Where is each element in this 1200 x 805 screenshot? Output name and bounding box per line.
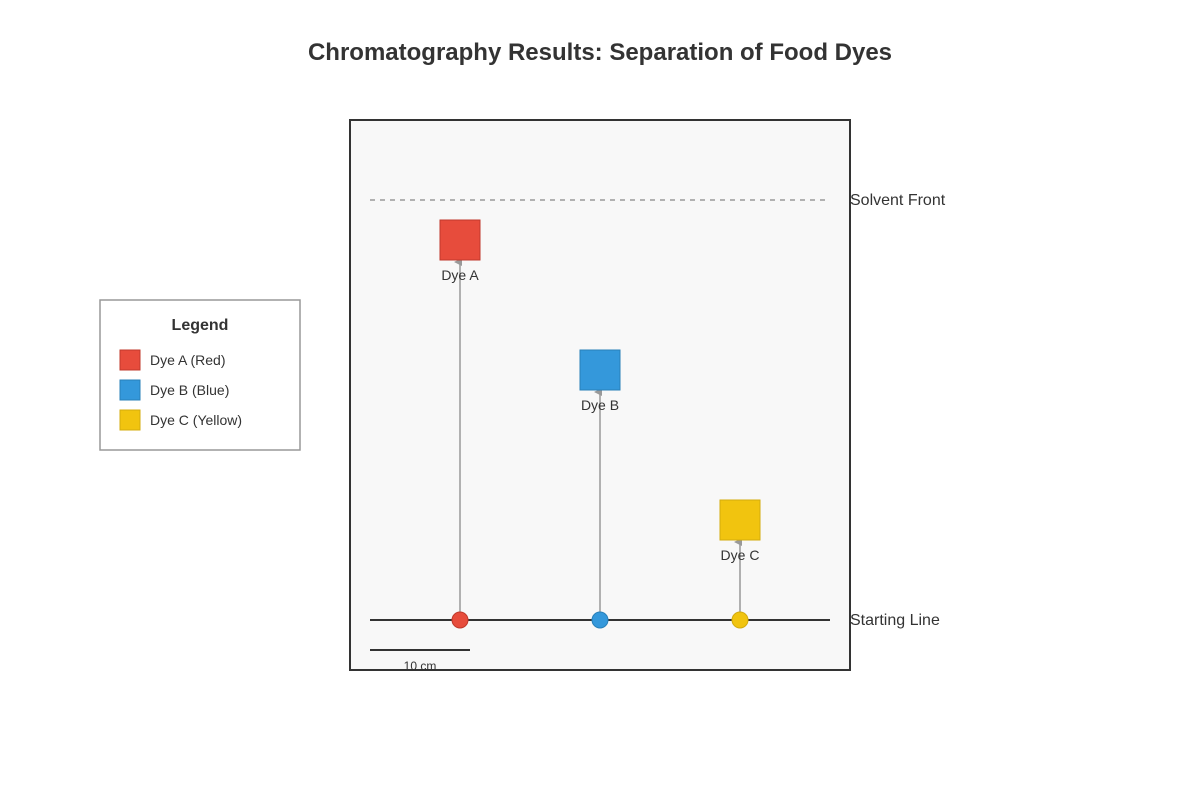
- scale-label: 10 cm: [404, 659, 437, 673]
- dye-a-label: Dye A: [441, 267, 479, 283]
- legend: Legend Dye A (Red) Dye B (Blue) Dye C (Y…: [99, 299, 301, 451]
- dye-a-separated-spot: [439, 219, 481, 261]
- dye-c-label: Dye C: [721, 547, 760, 563]
- legend-title: Legend: [172, 317, 229, 334]
- dye-b-label: Dye B: [581, 397, 619, 413]
- starting-line-label: Starting Line: [850, 612, 940, 629]
- dye-c-separated-spot: [719, 499, 761, 541]
- legend-item-dye-b: Dye B (Blue): [150, 382, 229, 398]
- dye-b-origin-spot: [591, 611, 609, 629]
- legend-swatch-dye-a: [119, 349, 141, 371]
- solvent-front-label: Solvent Front: [850, 192, 946, 209]
- dye-a-group: Dye A: [439, 219, 481, 629]
- legend-item-dye-a: Dye A (Red): [150, 352, 225, 368]
- legend-item-dye-c: Dye C (Yellow): [150, 412, 242, 428]
- legend-swatch-dye-c: [119, 409, 141, 431]
- dye-c-group: Dye C: [719, 499, 761, 629]
- dye-a-origin-spot: [451, 611, 469, 629]
- dye-c-origin-spot: [731, 611, 749, 629]
- legend-swatch-dye-b: [119, 379, 141, 401]
- dye-b-separated-spot: [579, 349, 621, 391]
- dye-b-group: Dye B: [579, 349, 621, 629]
- chart-title: Chromatography Results: Separation of Fo…: [308, 39, 892, 66]
